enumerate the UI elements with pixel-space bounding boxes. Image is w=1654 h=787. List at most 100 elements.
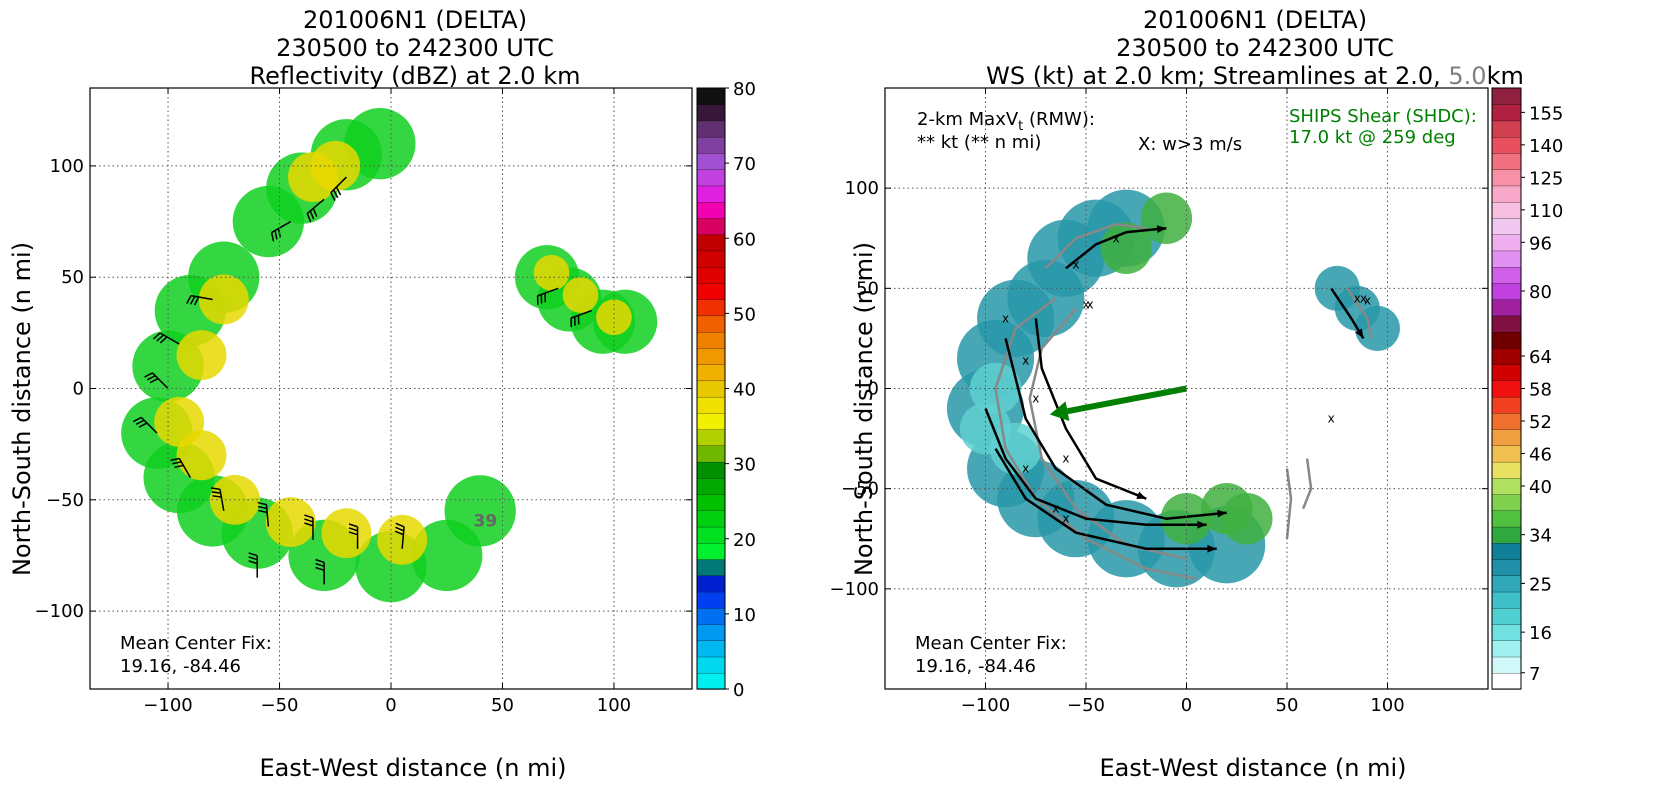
field-cell: [176, 430, 227, 481]
barb-flag: [135, 419, 145, 426]
field-cell: [377, 514, 428, 565]
barb-flag: [186, 295, 192, 304]
colorbar-cell: [1491, 623, 1522, 641]
colorbar-cell: [696, 656, 726, 674]
field-ne-band: [1314, 265, 1400, 351]
colorbar-tick-label: 25: [1529, 574, 1552, 595]
left-y-axis-label: North-South distance (n mi): [8, 242, 36, 576]
colorbar-cell: [1491, 363, 1522, 382]
barb-flag: [274, 230, 278, 240]
mean-center-fix-line: 19.16, -84.46: [915, 656, 1036, 677]
colorbar-cell: [696, 347, 726, 365]
streamline-black: [1034, 318, 1147, 500]
barb-flag: [306, 213, 312, 223]
streamline-gray: [1044, 222, 1147, 270]
colorbar-cell: [696, 282, 726, 300]
colorbar-cell: [1491, 412, 1522, 430]
colorbar-tick-label: 7: [1529, 664, 1540, 685]
left-panel: 201006N1 (DELTA) 230500 to 242300 UTC Re…: [8, 6, 756, 782]
barb-flag: [189, 295, 196, 305]
field-cell: [265, 497, 316, 548]
colorbar-tick-label: 46: [1529, 444, 1552, 465]
colorbar-cell: [696, 591, 726, 609]
colorbar-cell: [1491, 607, 1522, 625]
colorbar-cell: [696, 152, 726, 170]
colorbar-tick-label: 16: [1529, 623, 1552, 644]
colorbar-tick-label: 40: [1529, 477, 1552, 498]
shear-vector-shaft: [1066, 385, 1188, 415]
w-marker: x: [1032, 392, 1039, 406]
barb-flag: [348, 531, 358, 536]
colorbar-cell: [1491, 152, 1522, 170]
colorbar-cell: [696, 266, 726, 284]
y-tick-label: −100: [830, 579, 879, 600]
barb-flag: [335, 186, 342, 196]
field-cell: [176, 330, 227, 381]
colorbar-tick-label: 40: [733, 380, 756, 401]
colorbar-cell: [1491, 656, 1522, 674]
field-cell: [533, 254, 570, 291]
right-title-line-2: 230500 to 242300 UTC: [1116, 34, 1394, 62]
left-title-line-1: 201006N1 (DELTA): [303, 6, 527, 34]
wind-barb: [348, 523, 359, 549]
y-tick-label: 100: [50, 156, 84, 177]
colorbar-tick-label: 70: [733, 154, 756, 175]
streamline-arrowhead: [1217, 509, 1227, 518]
streamline-black: [1004, 338, 1227, 520]
barb-flag: [348, 523, 358, 528]
wind-barb: [394, 522, 405, 549]
barb-flag: [132, 416, 142, 423]
colorbar-cell: [696, 558, 726, 576]
x-tick-label: 50: [491, 695, 514, 716]
field-cell: [198, 274, 249, 325]
left-title-line-2: 230500 to 242300 UTC: [276, 34, 554, 62]
colorbar-cell: [1491, 169, 1522, 187]
field-cell: [344, 107, 416, 180]
barb-flag: [304, 514, 314, 519]
x-tick-label: 0: [385, 695, 396, 716]
w-marker: x: [1328, 412, 1335, 426]
right-title-line-3-main: WS (kt) at 2.0 km; Streamlines at 2.0,: [986, 62, 1448, 90]
barb-flag: [257, 505, 267, 510]
streamline-arrowhead: [1136, 491, 1147, 499]
wind-barb: [152, 332, 180, 345]
x-tick-label: −100: [961, 695, 1010, 716]
right-x-axis-label: East-West distance (n mi): [1099, 754, 1406, 782]
colorbar-cell: [696, 493, 726, 511]
colorbar-cell: [1491, 461, 1522, 479]
barb-flag: [304, 518, 314, 523]
y-tick-label: 0: [868, 379, 879, 400]
barb-flag: [309, 210, 315, 220]
colorbar-tick-label: 10: [733, 605, 756, 626]
colorbar-cell: [1491, 120, 1522, 138]
colorbar-tick-label: 96: [1529, 233, 1552, 254]
w-marker: x: [1062, 512, 1069, 526]
wind-barb: [306, 198, 325, 223]
colorbar-cell: [1491, 87, 1522, 105]
colorbar-cell: [1491, 526, 1522, 544]
w-marker: x: [1354, 291, 1361, 305]
wind-barb: [330, 176, 347, 201]
left-x-axis-label: East-West distance (n mi): [259, 754, 566, 782]
y-tick-label: 0: [73, 379, 84, 400]
right-title-line-3: WS (kt) at 2.0 km; Streamlines at 2.0, 5…: [986, 62, 1524, 90]
colorbar-cell: [696, 217, 726, 235]
wind-barb: [248, 552, 258, 578]
colorbar-cell: [696, 396, 726, 414]
colorbar-cell: [696, 185, 726, 203]
streamline-arrowhead: [1207, 544, 1217, 553]
right-colorbar: 7 16 25 34 40 46 52 58 64 80 96 110 125 140 155: [1491, 87, 1563, 690]
maxvt-label: 2-km MaxVt (RMW):: [917, 109, 1095, 134]
colorbar-cell: [1491, 331, 1522, 349]
colorbar-tick-label: 0: [733, 680, 744, 701]
colorbar-tick-label: 80: [1529, 282, 1552, 303]
colorbar-cell: [1491, 315, 1522, 333]
colorbar-cell: [1491, 542, 1522, 560]
w-marker: x: [1072, 257, 1079, 271]
right-panel: 201006N1 (DELTA) 230500 to 242300 UTC WS…: [830, 6, 1564, 782]
y-tick-label: −50: [841, 479, 879, 500]
x-tick-label: −50: [261, 695, 299, 716]
colorbar-cell: [696, 104, 726, 122]
barb-flag: [174, 464, 184, 468]
